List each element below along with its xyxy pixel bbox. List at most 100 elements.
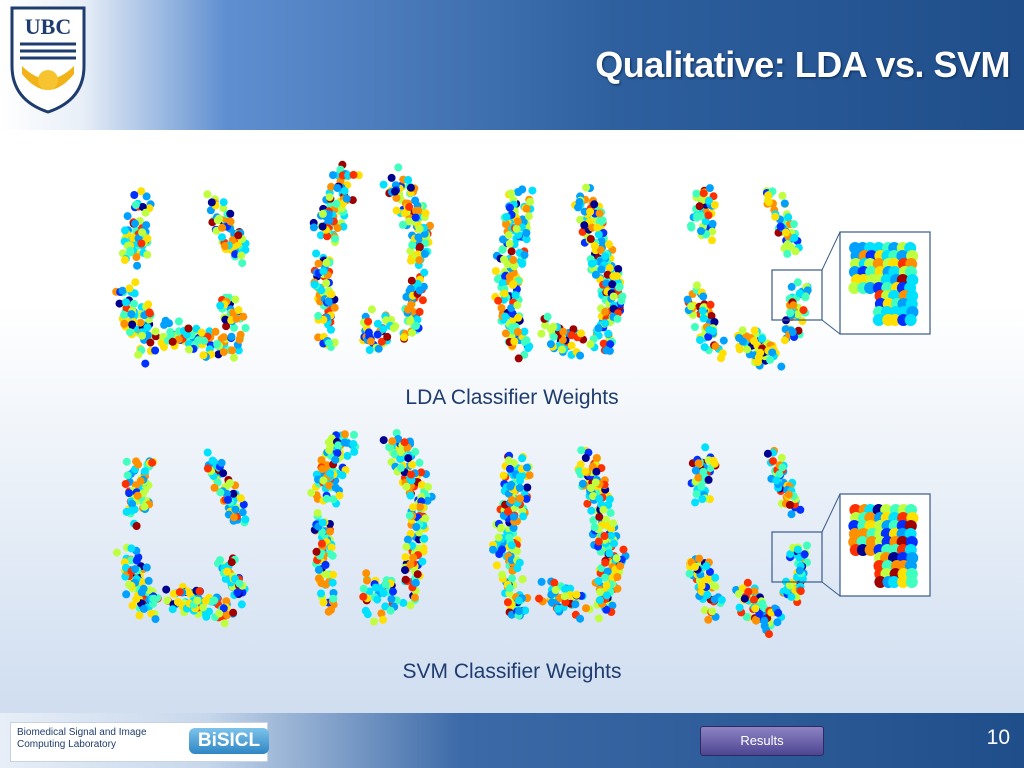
weight-dot	[495, 550, 504, 558]
weight-dot	[122, 298, 131, 307]
weight-dot	[592, 467, 601, 476]
weight-dot	[569, 325, 578, 334]
weight-dot	[582, 604, 590, 613]
weight-dot	[216, 301, 225, 310]
weight-dot	[696, 336, 704, 344]
weight-dot	[513, 327, 522, 336]
weight-dot	[366, 337, 375, 346]
weight-dot	[241, 515, 250, 524]
weight-dot	[742, 612, 751, 621]
weight-dot	[600, 532, 609, 540]
weight-dot	[576, 351, 585, 360]
weight-dot	[322, 494, 331, 503]
weight-dot	[771, 212, 780, 221]
weight-dot	[685, 569, 694, 578]
weight-dot	[195, 587, 204, 596]
weight-dot	[590, 200, 599, 209]
weight-dot	[405, 317, 414, 326]
weight-dot	[210, 596, 219, 605]
weight-dot	[549, 332, 558, 341]
weight-dot	[121, 480, 130, 488]
weight-dot	[758, 334, 766, 343]
weight-dot	[228, 346, 237, 355]
weight-dot	[226, 217, 235, 226]
weight-dot	[239, 312, 248, 321]
weight-dot	[138, 228, 147, 237]
weight-dot	[401, 553, 410, 562]
weight-dot	[501, 312, 510, 321]
weight-dot	[596, 246, 605, 254]
weight-dot	[123, 471, 132, 480]
weight-dot	[706, 300, 715, 309]
weight-dot	[401, 566, 409, 575]
weight-dot	[404, 176, 413, 184]
weight-dot	[586, 207, 595, 216]
weight-dot	[330, 303, 339, 312]
weight-dot	[546, 340, 555, 349]
weight-dot	[489, 545, 497, 554]
weight-dot	[494, 296, 503, 305]
weight-dot	[515, 472, 524, 481]
weight-dot	[313, 509, 322, 517]
weight-dot	[131, 201, 140, 209]
weight-dot	[795, 566, 804, 575]
weight-dot	[783, 249, 792, 258]
weight-dot	[690, 323, 699, 331]
weight-dot	[750, 595, 758, 604]
weight-dot	[521, 606, 530, 615]
weight-dot	[364, 317, 373, 326]
zoom-source	[771, 531, 823, 583]
weight-dot	[363, 576, 371, 585]
weight-dot	[738, 326, 747, 335]
weight-dot	[703, 590, 712, 599]
weight-dot	[123, 212, 132, 221]
weight-dot	[590, 523, 599, 532]
weight-dot	[310, 280, 319, 289]
weight-dot	[222, 322, 231, 331]
nav-button[interactable]: Results	[700, 726, 824, 756]
weight-dot	[699, 292, 708, 301]
weight-dot	[796, 587, 805, 596]
weight-dot	[699, 314, 708, 323]
weight-dot	[312, 249, 321, 258]
weight-dot	[700, 606, 709, 615]
weight-dot	[780, 336, 789, 345]
weight-dot	[602, 346, 611, 355]
weight-dot	[127, 556, 136, 565]
weight-dot	[340, 187, 349, 195]
weight-dot	[131, 219, 139, 228]
weight-dot	[331, 483, 340, 492]
weight-dot	[365, 346, 374, 354]
header-bar: UBC Qualitative: LDA vs. SVM	[0, 0, 1024, 130]
weight-dot	[120, 319, 129, 328]
weight-dot	[510, 337, 519, 346]
weight-dot	[513, 217, 522, 226]
weight-dot	[507, 247, 516, 256]
weight-dot	[784, 213, 793, 222]
weight-dot	[221, 315, 230, 324]
weight-dot	[701, 443, 710, 452]
weight-dot	[514, 596, 523, 605]
weight-dot	[606, 340, 615, 349]
weight-dot	[618, 292, 627, 301]
weight-dot	[785, 500, 794, 509]
weight-dot	[379, 325, 388, 333]
weight-dot	[147, 609, 156, 618]
weight-dot	[413, 315, 422, 324]
weight-dot	[151, 346, 160, 355]
weight-dot	[120, 256, 129, 264]
weight-dot	[238, 508, 247, 517]
weight-dot	[796, 505, 805, 514]
zoom-dot	[864, 544, 877, 556]
weight-dot	[127, 544, 136, 553]
lab-name: Biomedical Signal and Image	[17, 727, 147, 738]
weight-dot	[499, 471, 508, 480]
weight-dot	[586, 235, 595, 243]
weight-dot	[735, 603, 744, 612]
weight-dot	[582, 183, 591, 192]
weight-dot	[498, 279, 507, 288]
weight-dot	[408, 328, 417, 337]
weight-dot	[772, 476, 781, 485]
weight-dot	[133, 261, 142, 270]
